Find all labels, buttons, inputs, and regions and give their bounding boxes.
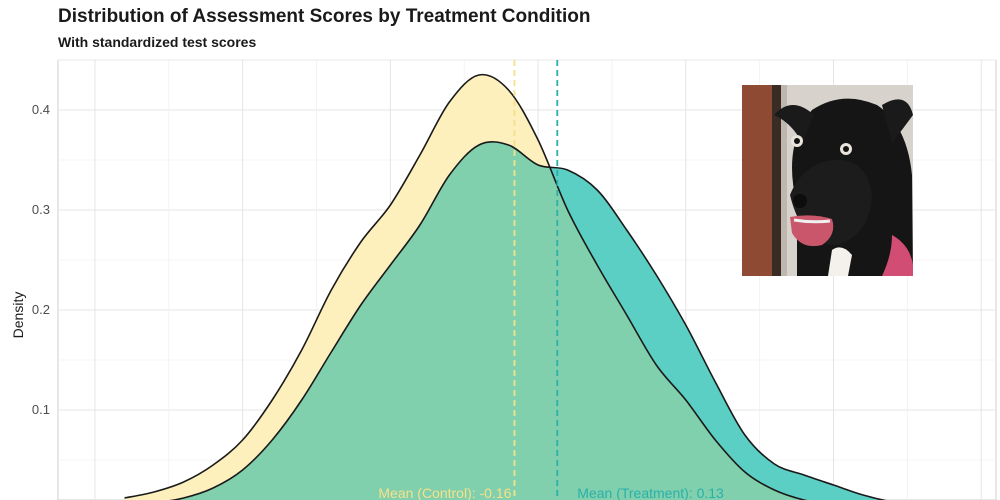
- treatment-density-line: [169, 141, 887, 500]
- control-density-line: [124, 73, 808, 500]
- y-axis-ticks: 0.1 0.2 0.3 0.4: [32, 102, 50, 417]
- y-tick-label: 0.2: [32, 302, 50, 317]
- chart-title: Distribution of Assessment Scores by Tre…: [58, 6, 591, 27]
- chart-subtitle: With standardized test scores: [58, 34, 257, 50]
- mean-label-control: Mean (Control): -0.16: [378, 485, 511, 500]
- dog-photo: [742, 85, 913, 276]
- overlap-density-area: [124, 141, 923, 500]
- y-tick-label: 0.4: [32, 102, 50, 117]
- y-tick-label: 0.3: [32, 202, 50, 217]
- mean-label-treatment: Mean (Treatment): 0.13: [577, 485, 724, 500]
- y-tick-label: 0.1: [32, 402, 50, 417]
- mean-lines: Mean (Control): -0.16 Mean (Treatment): 0…: [378, 60, 724, 500]
